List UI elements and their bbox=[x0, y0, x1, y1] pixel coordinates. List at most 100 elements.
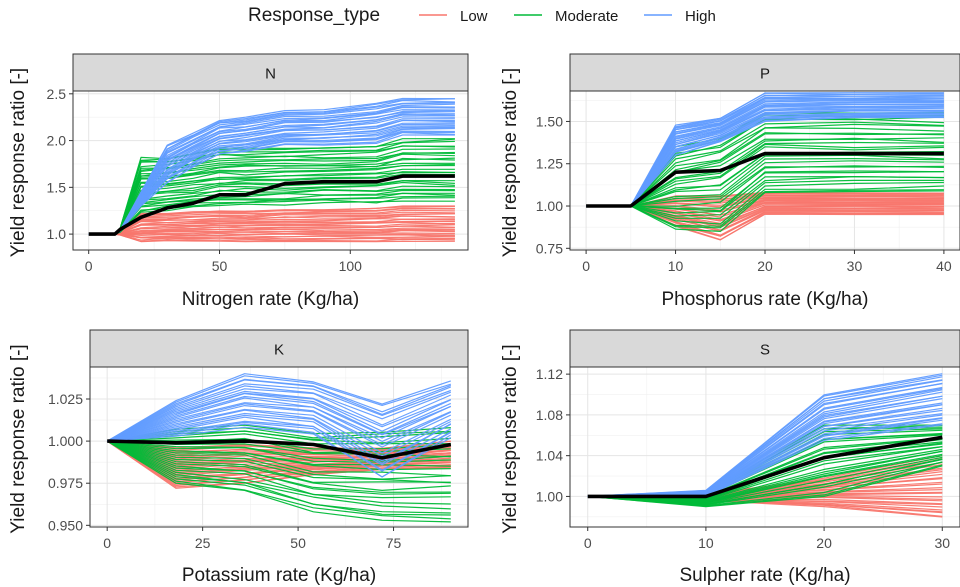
response-line bbox=[106, 440, 451, 514]
mean-line-s bbox=[587, 435, 943, 499]
legend-item-high: High bbox=[644, 8, 716, 25]
mean-line-k bbox=[107, 439, 452, 460]
x-tick-label: 0 bbox=[103, 535, 111, 551]
strip-label-k: K bbox=[274, 342, 284, 359]
response-line bbox=[107, 397, 452, 442]
y-tick-label: 0.950 bbox=[48, 517, 83, 533]
response-line bbox=[107, 421, 452, 472]
response-line bbox=[106, 388, 452, 442]
x-tick-label: 0 bbox=[85, 258, 93, 274]
y-tick-label: 2.0 bbox=[47, 133, 67, 149]
y-tick-label: 1.25 bbox=[536, 156, 563, 172]
legend-item-moderate: Moderate bbox=[514, 8, 618, 25]
x-tick-label: 40 bbox=[936, 258, 952, 274]
response-line bbox=[106, 392, 452, 442]
panel-k: K 0 25 50 75 0.950 0.975 1.000 1.025 Potassium ra… bbox=[8, 329, 469, 586]
mean-line-n bbox=[88, 174, 455, 236]
y-axis-p: 0.75 1.00 1.25 1.50 bbox=[536, 113, 570, 256]
y-tick-label: 1.08 bbox=[536, 407, 563, 423]
x-tick-label: 10 bbox=[668, 258, 684, 274]
y-tick-label: 1.000 bbox=[48, 433, 83, 449]
response-line bbox=[106, 440, 451, 485]
legend-title: Response_type bbox=[248, 5, 380, 26]
x-axis-title-s: Sulpher rate (Kg/ha) bbox=[679, 565, 850, 586]
response-line bbox=[106, 440, 451, 477]
response-line bbox=[107, 409, 452, 457]
response-line bbox=[106, 440, 451, 510]
strip-p bbox=[569, 53, 960, 92]
response-line bbox=[106, 378, 452, 442]
panel-n: N 0 50 100 1.0 1.5 2.0 2.5 Nitrogen rate (Kg/ha)… bbox=[8, 53, 469, 310]
panel-p: P 0 10 20 30 40 0.75 1.00 1.25 1.50 Phosphorus rat… bbox=[500, 53, 960, 310]
response-line bbox=[107, 440, 451, 480]
x-tick-label: 25 bbox=[195, 535, 211, 551]
response-line bbox=[107, 402, 452, 442]
response-line bbox=[107, 440, 451, 483]
legend-item-low: Low bbox=[419, 8, 488, 25]
response-line bbox=[106, 373, 451, 442]
x-tick-label: 0 bbox=[584, 535, 592, 551]
y-axis-title-k: Yield response ratio [-] bbox=[8, 344, 29, 533]
x-axis-title-n: Nitrogen rate (Kg/ha) bbox=[182, 289, 359, 310]
x-tick-label: 50 bbox=[212, 258, 228, 274]
legend-label-low: Low bbox=[460, 8, 488, 25]
response-line bbox=[106, 375, 451, 442]
strip-label-n: N bbox=[265, 66, 276, 83]
x-tick-label: 30 bbox=[934, 535, 950, 551]
response-line bbox=[107, 405, 452, 448]
series-s-high bbox=[587, 373, 943, 497]
response-line bbox=[107, 440, 451, 453]
response-line bbox=[107, 440, 451, 484]
x-tick-label: 50 bbox=[290, 535, 306, 551]
strip-label-s: S bbox=[760, 342, 770, 359]
x-tick-label: 10 bbox=[698, 535, 714, 551]
x-tick-label: 100 bbox=[339, 258, 363, 274]
response-line bbox=[106, 440, 451, 520]
panel-border-k bbox=[89, 366, 469, 528]
response-line bbox=[107, 440, 451, 461]
x-tick-label: 20 bbox=[757, 258, 773, 274]
response-line bbox=[587, 373, 943, 497]
y-tick-label: 0.75 bbox=[536, 240, 563, 256]
response-line bbox=[107, 440, 451, 463]
x-tick-label: 75 bbox=[386, 535, 402, 551]
panel-border-s bbox=[569, 366, 960, 528]
panel-s: S 0 10 20 30 1.00 1.04 1.08 1.12 Sulpher rate (Kg… bbox=[500, 329, 960, 586]
y-axis-s: 1.00 1.04 1.08 1.12 bbox=[536, 366, 570, 504]
response-line bbox=[106, 383, 452, 442]
response-line bbox=[106, 393, 452, 442]
x-tick-label: 30 bbox=[847, 258, 863, 274]
response-line bbox=[106, 385, 452, 442]
response-line bbox=[107, 408, 452, 454]
mean-line-p bbox=[586, 151, 944, 208]
y-tick-label: 1.00 bbox=[536, 198, 563, 214]
x-axis-n: 0 50 100 bbox=[85, 250, 362, 274]
y-axis-k: 0.950 0.975 1.000 1.025 bbox=[48, 391, 90, 533]
response-line bbox=[107, 423, 452, 478]
strip-label-p: P bbox=[760, 66, 770, 83]
y-axis-title-s: Yield response ratio [-] bbox=[500, 344, 521, 533]
y-tick-label: 1.5 bbox=[47, 179, 67, 195]
x-axis-title-k: Potassium rate (Kg/ha) bbox=[182, 565, 376, 586]
y-axis-title-p: Yield response ratio [-] bbox=[500, 68, 521, 257]
response-line bbox=[106, 440, 451, 505]
y-tick-label: 1.00 bbox=[536, 488, 563, 504]
x-tick-label: 0 bbox=[582, 258, 590, 274]
legend-label-moderate: Moderate bbox=[555, 8, 618, 25]
x-tick-label: 20 bbox=[816, 535, 832, 551]
response-line bbox=[106, 440, 451, 516]
response-line bbox=[106, 395, 452, 442]
response-line bbox=[107, 433, 451, 445]
y-tick-label: 1.0 bbox=[47, 226, 67, 242]
response-line bbox=[107, 440, 451, 491]
response-line bbox=[106, 440, 451, 499]
y-tick-label: 1.50 bbox=[536, 113, 563, 129]
response-line bbox=[107, 440, 451, 477]
legend: Response_type Low Moderate High bbox=[248, 5, 716, 26]
response-line bbox=[107, 403, 452, 446]
x-axis-s: 0 10 20 30 bbox=[584, 527, 950, 551]
x-axis-title-p: Phosphorus rate (Kg/ha) bbox=[661, 289, 868, 310]
response-line bbox=[107, 416, 452, 466]
